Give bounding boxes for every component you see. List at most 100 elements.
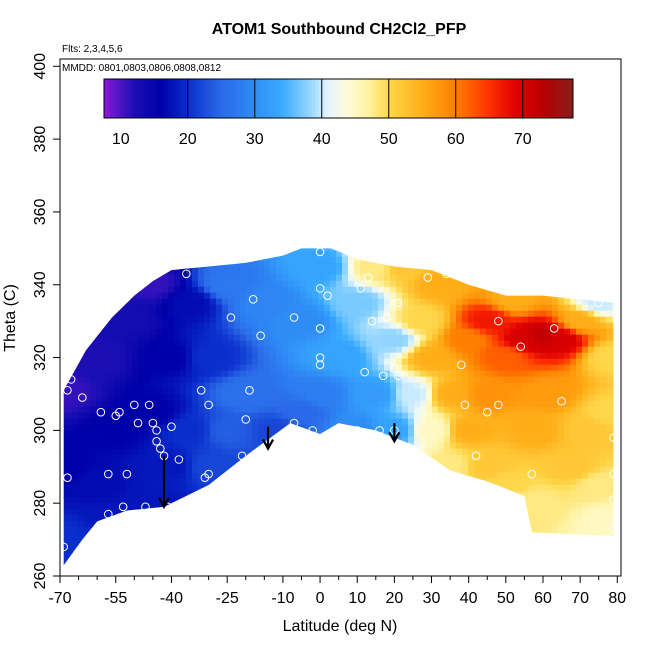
heatmap-cell (480, 364, 487, 372)
heatmap-cell (246, 526, 253, 534)
heatmap-cell (330, 316, 337, 324)
heatmap-cell (510, 370, 517, 378)
heatmap-cell (594, 538, 601, 546)
heatmap-cell (180, 538, 187, 546)
heatmap-cell (264, 370, 271, 378)
heatmap-cell (552, 352, 559, 360)
heatmap-cell (78, 490, 85, 498)
heatmap-cell (306, 418, 313, 426)
heatmap-cell (450, 280, 457, 288)
heatmap-cell (540, 454, 547, 462)
heatmap-cell (300, 418, 307, 426)
heatmap-cell (306, 382, 313, 390)
heatmap-cell (96, 358, 103, 366)
heatmap-cell (204, 436, 211, 444)
heatmap-cell (72, 292, 79, 300)
heatmap-cell (150, 508, 157, 516)
heatmap-cell (138, 490, 145, 498)
heatmap-cell (492, 280, 499, 288)
heatmap-cell (132, 370, 139, 378)
heatmap-cell (192, 334, 199, 342)
heatmap-cell (84, 388, 91, 396)
heatmap-cell (210, 340, 217, 348)
heatmap-cell (588, 412, 595, 420)
heatmap-cell (132, 310, 139, 318)
heatmap-cell (432, 550, 439, 558)
heatmap-cell (504, 538, 511, 546)
heatmap-cell (270, 550, 277, 558)
heatmap-cell (564, 394, 571, 402)
heatmap-cell (360, 316, 367, 324)
heatmap-cell (294, 520, 301, 528)
heatmap-cell (192, 418, 199, 426)
heatmap-cell (78, 364, 85, 372)
heatmap-cell (354, 496, 361, 504)
heatmap-cell (348, 328, 355, 336)
heatmap-cell (450, 424, 457, 432)
heatmap-cell (594, 262, 601, 270)
heatmap-cell (204, 304, 211, 312)
heatmap-cell (102, 436, 109, 444)
heatmap-cell (264, 316, 271, 324)
heatmap-cell (366, 304, 373, 312)
heatmap-cell (198, 352, 205, 360)
heatmap-cell (312, 472, 319, 480)
heatmap-cell (252, 550, 259, 558)
heatmap-cell (66, 262, 73, 270)
heatmap-cell (366, 340, 373, 348)
heatmap-cell (420, 280, 427, 288)
heatmap-cell (216, 286, 223, 294)
heatmap-cell (558, 280, 565, 288)
heatmap-cell (588, 520, 595, 528)
heatmap-cell (564, 418, 571, 426)
heatmap-cell (204, 484, 211, 492)
heatmap-cell (210, 358, 217, 366)
heatmap-cell (354, 412, 361, 420)
heatmap-cell (66, 454, 73, 462)
heatmap-cell (534, 358, 541, 366)
heatmap-cell (450, 340, 457, 348)
heatmap-cell (264, 298, 271, 306)
heatmap-cell (102, 286, 109, 294)
heatmap-cell (336, 304, 343, 312)
heatmap-cell (540, 502, 547, 510)
heatmap-cell (504, 442, 511, 450)
heatmap-cell (408, 322, 415, 330)
heatmap-cell (414, 334, 421, 342)
heatmap-cell (474, 544, 481, 552)
heatmap-cell (342, 430, 349, 438)
heatmap-cell (72, 394, 79, 402)
heatmap-cell (354, 484, 361, 492)
heatmap-cell (222, 334, 229, 342)
heatmap-cell (540, 310, 547, 318)
heatmap-cell (594, 520, 601, 528)
heatmap-cell (486, 298, 493, 306)
heatmap-cell (96, 248, 103, 252)
heatmap-cell (66, 418, 73, 426)
heatmap-cell (102, 370, 109, 378)
heatmap-cell (372, 370, 379, 378)
heatmap-cell (336, 538, 343, 546)
heatmap-cell (312, 268, 319, 276)
heatmap-cell (240, 436, 247, 444)
heatmap-cell (576, 424, 583, 432)
heatmap-cell (576, 274, 583, 282)
heatmap-cell (414, 256, 421, 264)
heatmap-cell (414, 268, 421, 276)
heatmap-cell (474, 550, 481, 558)
heatmap-cell (522, 550, 529, 558)
heatmap-cell (474, 280, 481, 288)
heatmap-cell (150, 370, 157, 378)
heatmap-cell (63, 262, 67, 270)
heatmap-cell (450, 310, 457, 318)
heatmap-cell (330, 418, 337, 426)
heatmap-cell (90, 442, 97, 450)
heatmap-cell (222, 490, 229, 498)
heatmap-cell (534, 544, 541, 552)
heatmap-cell (66, 544, 73, 552)
heatmap-cell (474, 394, 481, 402)
heatmap-cell (534, 442, 541, 450)
heatmap-cell (150, 334, 157, 342)
heatmap-cell (192, 460, 199, 468)
heatmap-cell (384, 454, 391, 462)
